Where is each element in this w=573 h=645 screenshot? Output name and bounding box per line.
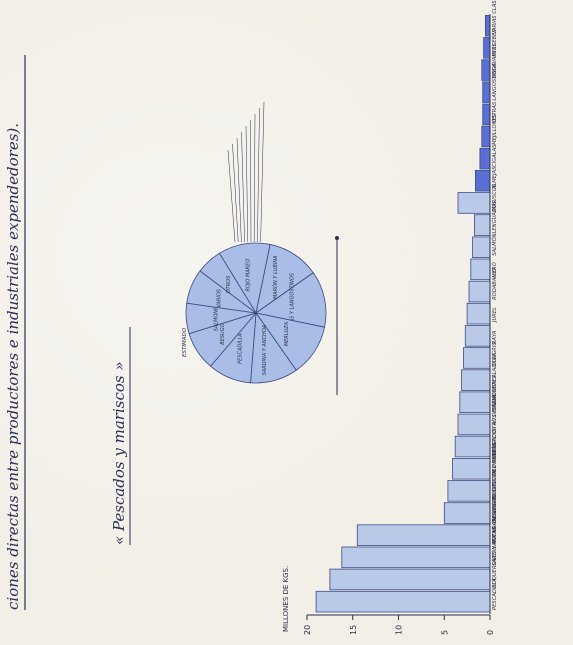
bar-9 bbox=[459, 391, 491, 413]
category-label-4: MERLUZA - - - bbox=[492, 486, 498, 522]
bar-20 bbox=[479, 147, 491, 170]
bar-24 bbox=[481, 59, 491, 81]
bar-22 bbox=[482, 103, 491, 126]
bar-17 bbox=[473, 214, 491, 236]
category-label-22: OSTRAS bbox=[492, 101, 498, 123]
pie-label-5: PESCADILLA bbox=[237, 333, 243, 364]
bar-12 bbox=[464, 325, 491, 347]
bars bbox=[315, 14, 491, 614]
bar-25 bbox=[483, 37, 491, 59]
category-label-5: BESUGO DEL CANTÁBRICO bbox=[491, 430, 498, 499]
category-label-3: POTAS CALAMARES CHOCOS Y PULPOS bbox=[492, 442, 498, 544]
x-tick-label-2: 10 bbox=[395, 625, 404, 635]
pie-callout-line-3 bbox=[241, 131, 245, 243]
bar-11 bbox=[463, 347, 491, 369]
pie-callout-line-1 bbox=[232, 143, 239, 243]
category-label-16: SALMÓN bbox=[491, 233, 498, 255]
bar-8 bbox=[457, 413, 491, 436]
category-label-13: JUREL bbox=[492, 307, 498, 323]
pie-callout-line-8 bbox=[260, 101, 265, 243]
pie-callout-line-5 bbox=[250, 119, 252, 243]
pie-slice-9 bbox=[199, 252, 257, 314]
x-tick-label-4: 20 bbox=[303, 625, 312, 635]
category-label-11: CONGRIO bbox=[492, 342, 498, 367]
bar-23 bbox=[482, 81, 491, 103]
x-axis: 0 5 10 15 20 bbox=[303, 614, 495, 635]
pie-chart: ROJO MAREO CAMARÓN Y LUBINA GAMBAS Y LANGO… bbox=[182, 101, 327, 384]
category-label-19: ALMEJAS bbox=[492, 166, 498, 190]
category-label-20: CIGALAS bbox=[492, 144, 498, 167]
pie-label-6: BESUGO bbox=[220, 323, 226, 344]
category-label-9: SALMONETES bbox=[492, 375, 498, 411]
x-tick-label-0: 0 bbox=[486, 630, 495, 635]
category-label-18: MARISCOS bbox=[492, 183, 498, 211]
bar-10 bbox=[461, 369, 491, 391]
bar-14 bbox=[468, 280, 491, 303]
pie-label-0: ROJO MAREO bbox=[245, 259, 251, 292]
pie-label-2: GAMBAS Y LANGOSTINOS bbox=[290, 272, 296, 337]
bar-0 bbox=[315, 590, 491, 613]
section-label: « Pescados y mariscos » bbox=[110, 361, 128, 545]
category-label-0: PESCADILLA bbox=[492, 578, 498, 610]
pie-callout-line-0 bbox=[227, 149, 236, 243]
category-label-21: MEJILLONES bbox=[492, 113, 498, 145]
bar-16 bbox=[472, 236, 491, 258]
bar-26 bbox=[484, 14, 491, 37]
category-label-23: LANGOSTINOS bbox=[492, 62, 498, 100]
pie-callout-line-7 bbox=[257, 107, 260, 243]
x-tick-label-1: 5 bbox=[440, 630, 449, 635]
pie-callout-line-2 bbox=[236, 137, 242, 243]
bar-18 bbox=[457, 192, 491, 214]
x-tick-label-3: 15 bbox=[349, 625, 358, 635]
category-label-14: RODABALLO bbox=[492, 268, 498, 300]
category-label-25: PERCEBES bbox=[492, 29, 498, 57]
pie-note-label: ESTIMADO bbox=[182, 327, 188, 357]
bar-19 bbox=[474, 169, 491, 192]
category-label-15: MERO bbox=[492, 262, 498, 277]
pie-callout-line-4 bbox=[245, 125, 249, 243]
pie-label-9: OTROS bbox=[226, 275, 232, 293]
category-label-1: BOQUERONES Y ANCHOAS bbox=[492, 518, 498, 588]
bar-4 bbox=[443, 502, 491, 524]
category-label-24: BOGAVANTES bbox=[492, 42, 498, 78]
bar-1 bbox=[329, 568, 491, 591]
bar-5 bbox=[447, 480, 491, 502]
bar-15 bbox=[470, 258, 491, 281]
pie-label-8: VARIOS bbox=[216, 288, 222, 307]
category-label-2: SARDINAS Y LA. GALLEGAS LOTS bbox=[492, 480, 498, 566]
pie-label-3: MERLUZA bbox=[284, 321, 290, 346]
bar-13 bbox=[466, 302, 491, 325]
category-label-26: VARIAS CLASES bbox=[492, 0, 498, 34]
category-label-17: LENGUADOS bbox=[492, 200, 498, 233]
x-axis-label: MILLONES DE KGS. bbox=[282, 566, 290, 632]
bar-21 bbox=[481, 125, 491, 148]
category-label-12: RAYA bbox=[492, 330, 498, 344]
pie-label-4: SARDINA Y ANCHOA bbox=[262, 324, 268, 375]
main-label: ciones directas entre productores e indu… bbox=[4, 123, 22, 610]
bar-2 bbox=[341, 546, 491, 569]
pie-slice-2 bbox=[255, 272, 327, 328]
pie-label-7: SALMONETE bbox=[214, 300, 220, 332]
bar-3 bbox=[356, 524, 491, 546]
pie-label-1: CAMARÓN Y LUBINA bbox=[272, 255, 279, 306]
category-label-8: OTROS PESCADOS bbox=[492, 384, 498, 433]
category-label-10: BACALADILLA bbox=[492, 352, 498, 388]
pie-callout-line-6 bbox=[253, 113, 256, 243]
category-label-7: PESCADOS AS DE CALA bbox=[492, 394, 498, 455]
bar-7 bbox=[454, 435, 491, 458]
category-label-6: PALOMETA - - bbox=[492, 443, 498, 477]
pie-leader-dot bbox=[335, 236, 339, 240]
bar-6 bbox=[452, 457, 491, 480]
